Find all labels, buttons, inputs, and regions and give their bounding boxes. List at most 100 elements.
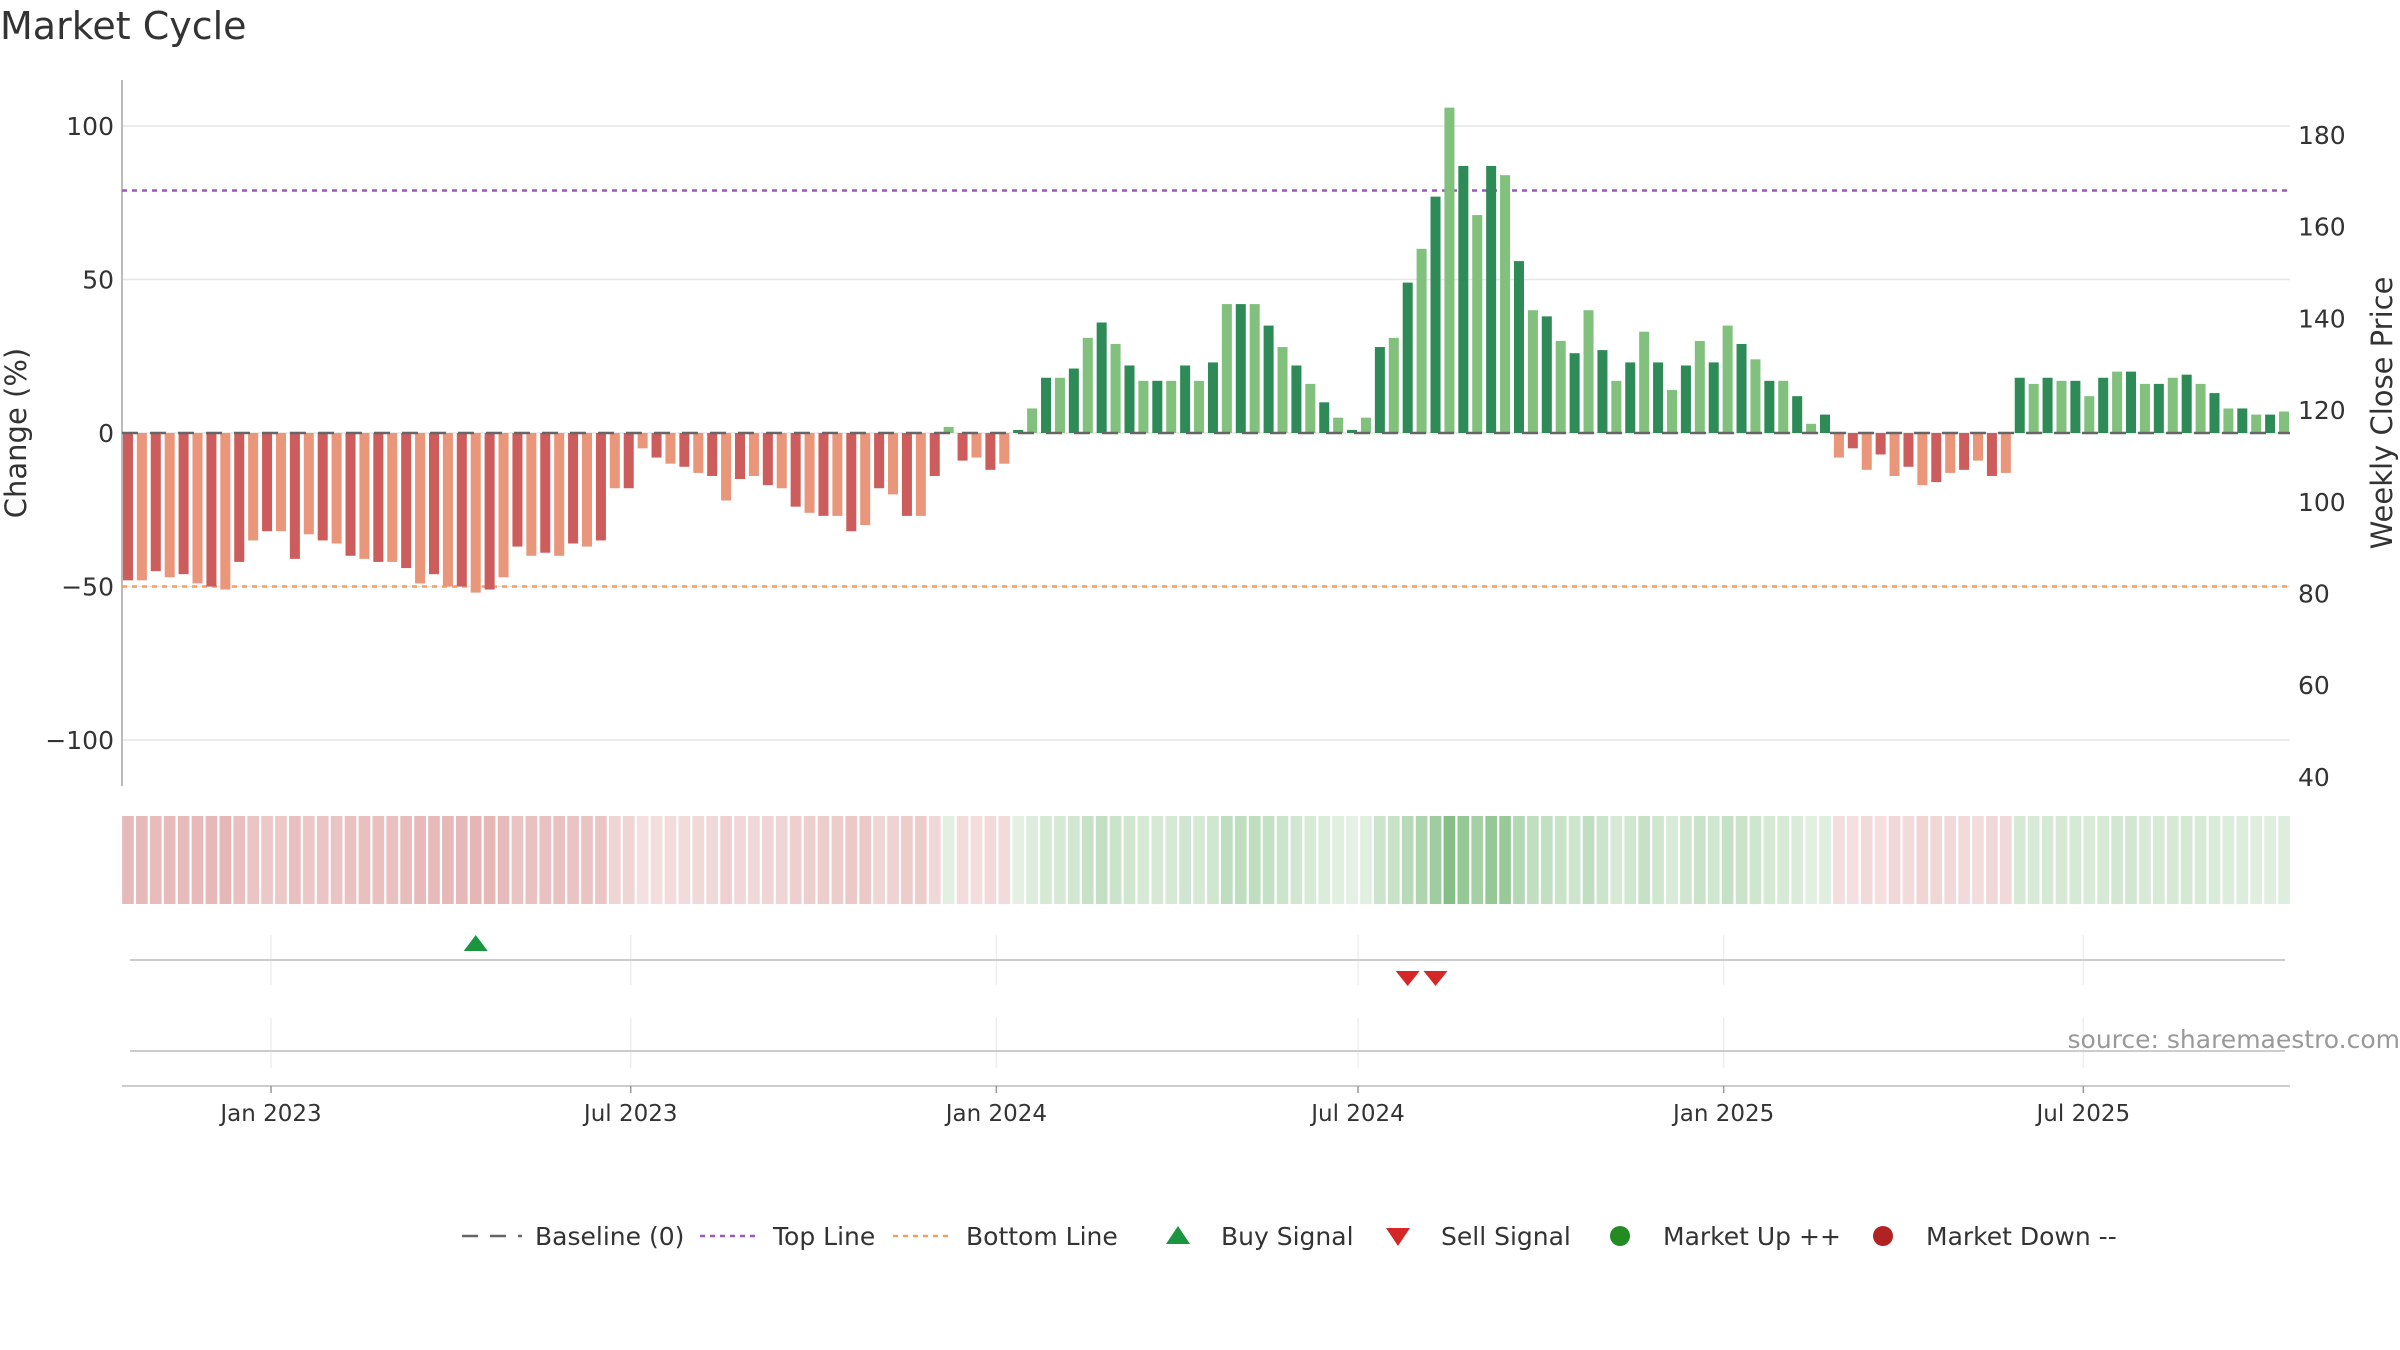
cycle-bar (1124, 365, 1135, 433)
heat-cell (1221, 816, 1233, 904)
cycle-bar (136, 433, 147, 581)
cycle-bar (1207, 362, 1218, 433)
cycle-bar (1750, 359, 1761, 433)
cycle-bar (1959, 433, 1970, 470)
heat-cell (622, 816, 635, 904)
heat-cell (636, 816, 649, 904)
cycle-bar (498, 433, 509, 578)
cycle-bar (1625, 362, 1636, 433)
heat-cell (400, 816, 413, 904)
cycle-bar (1722, 325, 1733, 433)
cycle-bar (317, 433, 328, 541)
cycle-bar (888, 433, 899, 495)
heat-cell (608, 816, 621, 904)
heat-cell (414, 816, 426, 904)
heat-cell (386, 816, 399, 904)
y2-tick-label: 180 (2298, 121, 2346, 150)
cycle-bar (1041, 377, 1052, 433)
heat-cell (970, 816, 983, 904)
cycle-bar (303, 433, 314, 535)
cycle-bar (1347, 429, 1358, 433)
legend-market-down-label: Market Down -- (1926, 1222, 2117, 1251)
heat-cell (678, 816, 691, 904)
heat-cell (553, 816, 566, 904)
cycle-bar (1527, 310, 1538, 433)
legend-sell-signal-swatch (1386, 1228, 1410, 1246)
heat-cell (136, 816, 148, 904)
cycle-bar (1096, 322, 1107, 433)
cycle-bar (1068, 368, 1079, 433)
heat-cell (1819, 816, 1831, 904)
cycle-bar (1472, 215, 1483, 433)
cycle-bar (1082, 337, 1093, 433)
heat-cell (1540, 816, 1553, 904)
heat-cell (442, 816, 454, 904)
heat-cell (2208, 816, 2221, 904)
heat-cell (831, 816, 844, 904)
heat-cell (1652, 816, 1664, 904)
cycle-bar (2251, 414, 2262, 433)
heat-cell (469, 816, 482, 904)
cycle-bar (2153, 383, 2164, 433)
cycle-bar (776, 433, 787, 489)
heat-cell (748, 816, 760, 904)
cycle-bar (345, 433, 356, 556)
heat-cell (1930, 816, 1943, 904)
cycle-bar (2237, 408, 2248, 433)
heat-cell (1763, 816, 1776, 904)
heat-cell (914, 816, 927, 904)
heat-cell (706, 816, 719, 904)
heat-cell (1846, 816, 1859, 904)
heat-cell (803, 816, 816, 904)
heat-cell (1972, 816, 1984, 904)
cycle-bar (456, 433, 467, 587)
cycle-bar (1333, 417, 1344, 433)
heat-cell (1916, 816, 1929, 904)
cycle-bar (568, 433, 579, 544)
heat-cell (1318, 816, 1331, 904)
cycle-bar (2195, 383, 2206, 433)
heat-cell (1095, 816, 1108, 904)
cycle-bar (1541, 316, 1552, 433)
heat-cell (1582, 816, 1595, 904)
legend-market-up-label: Market Up ++ (1663, 1222, 1841, 1251)
heat-cell (149, 816, 162, 904)
heat-cell (1999, 816, 2012, 904)
cycle-bar (2167, 377, 2178, 433)
source-label: source: sharemaestro.com (2068, 1025, 2400, 1054)
heat-cell (1485, 816, 1498, 904)
cycle-bar (1166, 380, 1177, 433)
cycle-bar (2098, 377, 2109, 433)
cycle-bar (1500, 175, 1511, 433)
heat-cell (1902, 816, 1915, 904)
legend-buy-signal-swatch (1166, 1226, 1190, 1244)
y-tick-label: 0 (98, 419, 114, 448)
cycle-bar (554, 433, 565, 556)
cycle-bar (1263, 325, 1274, 433)
heat-cell (1986, 816, 1998, 904)
heat-cell (1513, 816, 1525, 904)
cycle-bar (790, 433, 801, 507)
heat-cell (761, 816, 774, 904)
legend-sell-signal-label: Sell Signal (1441, 1222, 1571, 1251)
y2-tick-label: 120 (2298, 396, 2346, 425)
cycle-bar (2014, 377, 2025, 433)
heat-cell (122, 816, 134, 904)
y-tick-label: 100 (66, 112, 114, 141)
cycle-bar (693, 433, 704, 473)
cycle-bar (1444, 107, 1455, 433)
y2-tick-label: 100 (2298, 488, 2346, 517)
heat-cell (1874, 816, 1887, 904)
cycle-bar (860, 433, 871, 526)
heat-cell (2013, 816, 2026, 904)
cycle-bar (262, 433, 273, 532)
heat-cell (928, 816, 941, 904)
cycle-bar (985, 433, 996, 470)
heat-cell (1958, 816, 1970, 904)
heat-cell (901, 816, 913, 904)
cycle-bar (748, 433, 759, 476)
heat-cell (539, 816, 552, 904)
cycle-bar (1027, 408, 1038, 433)
heat-cell (205, 816, 218, 904)
cycle-bar (665, 433, 676, 464)
